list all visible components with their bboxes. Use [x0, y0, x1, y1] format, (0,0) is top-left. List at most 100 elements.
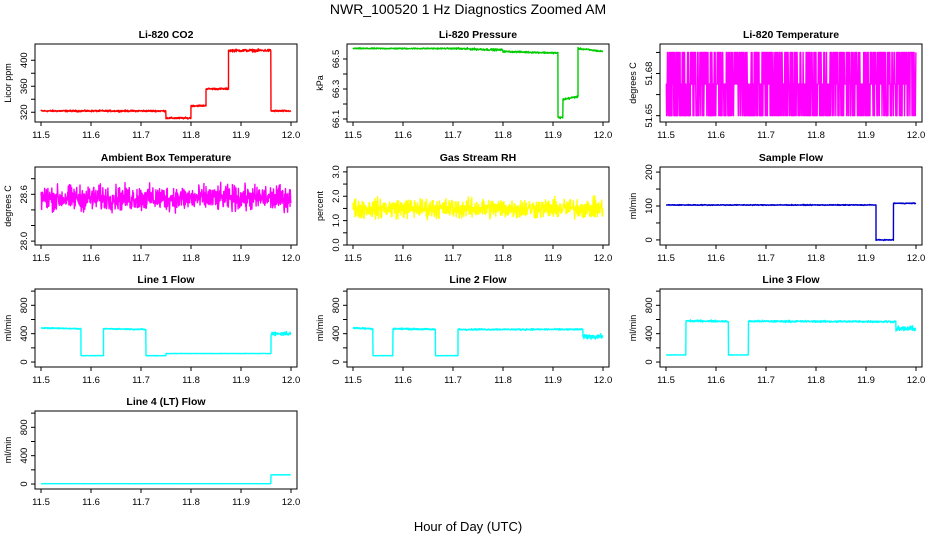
series-line: [40, 326, 292, 357]
x-tick-label: 11.7: [132, 130, 150, 141]
y-tick-label: 66.3: [331, 80, 342, 99]
series-line: [40, 48, 292, 120]
x-tick-label: 11.6: [82, 375, 100, 386]
plot-frame: [346, 288, 610, 368]
plot-frame: [34, 410, 298, 490]
y-tick-label: 400: [644, 326, 655, 342]
plot-frame: [659, 166, 923, 246]
y-axis-label: ml/min: [628, 193, 638, 220]
x-tick-label: 11.9: [544, 130, 562, 141]
y-tick-label: 28.0: [19, 232, 30, 251]
x-tick-label: 11.7: [132, 497, 150, 508]
x-tick-label: 11.8: [494, 130, 512, 141]
y-tick-label: 200: [644, 164, 655, 180]
y-tick-label: 0: [19, 481, 30, 486]
series-line: [352, 46, 604, 120]
panel-title: Sample Flow: [759, 152, 824, 164]
x-tick-label: 12.0: [282, 497, 301, 508]
x-tick-label: 12.0: [282, 375, 301, 386]
chart-panel-7: Line 1 Flow ml/min 11.5 11.6 11.7 11.8 11.9 12.…: [3, 274, 300, 386]
x-tick-label: 11.5: [657, 253, 675, 264]
chart-panel-1: Li-820 CO2 Licor ppm 11.5 11.6 11.7 11.8 11.9 1…: [3, 29, 300, 141]
x-tick-label: 11.5: [657, 375, 675, 386]
y-tick-label: 28.6: [19, 185, 30, 204]
y-axis-label: ml/min: [628, 315, 638, 342]
y-axis-label: degrees C: [628, 62, 638, 104]
series-line: [665, 319, 917, 356]
y-axis-label: Licor ppm: [3, 63, 13, 103]
x-tick-label: 11.7: [444, 375, 462, 386]
y-tick-label: 1.0: [331, 214, 342, 227]
x-tick-label: 11.6: [707, 253, 725, 264]
x-tick-label: 11.9: [232, 253, 250, 264]
y-axis-label: kPa: [315, 75, 325, 91]
y-tick-label: 400: [331, 326, 342, 342]
series-line: [352, 195, 604, 221]
x-tick-label: 12.0: [907, 130, 926, 141]
panel-title: Line 1 Flow: [137, 274, 195, 286]
y-tick-label: 800: [19, 419, 30, 435]
x-tick-label: 11.6: [82, 253, 100, 264]
x-tick-label: 11.5: [657, 130, 675, 141]
series-line: [665, 202, 917, 242]
x-tick-label: 11.6: [394, 130, 412, 141]
x-tick-label: 12.0: [594, 130, 613, 141]
chart-panel-4: Ambient Box Temperature degrees C 11.5 11.6…: [3, 152, 300, 264]
figure-xlabel: Hour of Day (UTC): [414, 519, 522, 534]
plot-frame: [659, 43, 923, 123]
x-tick-label: 11.9: [232, 375, 250, 386]
x-tick-label: 11.7: [757, 375, 775, 386]
chart-panel-8: Line 2 Flow ml/min 11.5 11.6 11.7 11.8 11.9 12.…: [315, 274, 612, 386]
x-tick-label: 11.8: [182, 130, 200, 141]
y-tick-label: 0.0: [331, 238, 342, 251]
x-tick-label: 11.9: [857, 375, 875, 386]
plot-frame: [346, 43, 610, 123]
y-tick-label: 800: [331, 297, 342, 313]
x-tick-label: 12.0: [594, 253, 613, 264]
x-tick-label: 11.7: [444, 253, 462, 264]
y-tick-label: 400: [19, 326, 30, 342]
y-tick-label: 360: [19, 78, 30, 94]
y-tick-label: 400: [19, 52, 30, 68]
chart-panel-10: Line 4 (LT) Flow ml/min 11.5 11.6 11.7 11.8 11…: [3, 396, 300, 508]
chart-panel-2: Li-820 Pressure kPa 11.5 11.6 11.7 11.8 11.9 12…: [315, 29, 612, 141]
x-tick-label: 11.8: [494, 375, 512, 386]
x-tick-label: 11.8: [182, 497, 200, 508]
x-tick-label: 11.5: [344, 253, 362, 264]
x-tick-label: 11.8: [182, 375, 200, 386]
chart-panel-9: Line 3 Flow ml/min 11.5 11.6 11.7 11.8 11.9 12.…: [628, 274, 925, 386]
x-tick-label: 11.9: [232, 497, 250, 508]
x-tick-label: 11.8: [807, 253, 825, 264]
x-tick-label: 11.8: [807, 375, 825, 386]
chart-panel-5: Gas Stream RH percent 11.5 11.6 11.7 11.8 11.9…: [315, 152, 612, 264]
x-tick-label: 11.5: [32, 130, 50, 141]
plot-frame: [34, 43, 298, 123]
y-axis-label: degrees C: [3, 185, 13, 227]
x-tick-label: 11.5: [32, 253, 50, 264]
x-tick-label: 11.7: [757, 253, 775, 264]
y-axis-label: ml/min: [3, 437, 13, 464]
panel-title: Line 3 Flow: [762, 274, 820, 286]
series-line: [665, 51, 917, 117]
x-tick-label: 11.5: [344, 375, 362, 386]
figure-title: NWR_100520 1 Hz Diagnostics Zoomed AM: [330, 1, 606, 17]
x-tick-label: 11.8: [182, 253, 200, 264]
y-tick-label: 0: [331, 359, 342, 364]
x-tick-label: 11.6: [82, 497, 100, 508]
x-tick-label: 12.0: [907, 375, 926, 386]
y-tick-label: 3.0: [331, 165, 342, 178]
panel-title: Gas Stream RH: [440, 152, 516, 164]
panel-title: Li-820 CO2: [139, 29, 194, 41]
panel-title: Li-820 Temperature: [743, 29, 839, 41]
x-tick-label: 11.6: [707, 375, 725, 386]
plot-frame: [346, 166, 610, 246]
x-tick-label: 11.7: [757, 130, 775, 141]
panel-title: Line 2 Flow: [449, 274, 507, 286]
x-tick-label: 11.7: [132, 253, 150, 264]
x-tick-label: 11.5: [32, 375, 50, 386]
x-tick-label: 11.5: [32, 497, 50, 508]
x-tick-label: 11.7: [444, 130, 462, 141]
panel-title: Line 4 (LT) Flow: [126, 396, 206, 408]
x-tick-label: 11.6: [82, 130, 100, 141]
